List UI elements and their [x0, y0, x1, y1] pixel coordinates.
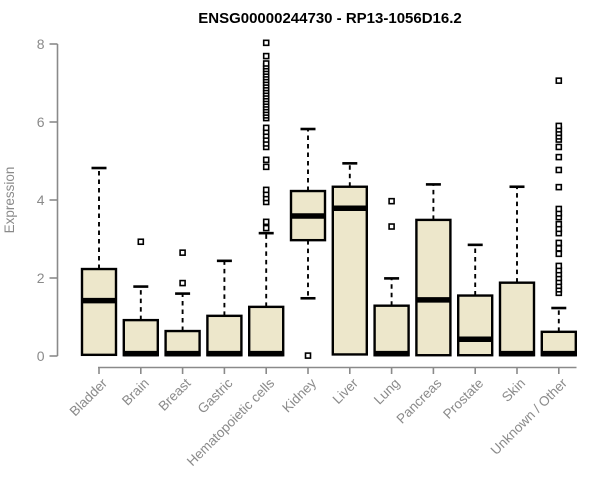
iqr-box — [206, 314, 243, 357]
x-tick-label-kidney: Kidney — [279, 375, 319, 415]
outlier-point — [137, 238, 145, 246]
iqr-box — [415, 218, 452, 357]
outlier-point — [388, 223, 395, 230]
boxplot-prostate — [457, 243, 494, 357]
outlier-point — [262, 163, 270, 171]
outlier-point — [555, 262, 563, 270]
x-tick-label-lung: Lung — [371, 376, 403, 408]
boxplot-lung — [373, 197, 410, 357]
boxplot-brain — [122, 238, 160, 357]
outlier-point — [262, 60, 270, 67]
outlier-point — [555, 122, 563, 130]
outlier-point — [555, 77, 563, 84]
x-tick-label-unknown-other: Unknown / Other — [488, 375, 571, 458]
boxplot-skin — [498, 185, 536, 357]
x-tick-label-prostate: Prostate — [440, 376, 486, 422]
iqr-box — [122, 318, 160, 357]
outlier-point — [179, 249, 186, 256]
iqr-box — [498, 281, 536, 357]
outlier-point — [555, 205, 563, 213]
outlier-point — [262, 39, 270, 47]
y-axis: 0 2 4 6 8 — [37, 36, 59, 364]
outlier-point — [262, 186, 270, 194]
boxplot-unknown-other — [540, 77, 577, 357]
x-tick-label-brain: Brain — [119, 376, 152, 409]
outlier-point — [555, 250, 563, 258]
outlier-point — [304, 352, 312, 359]
x-tick-label-skin: Skin — [499, 376, 528, 405]
iqr-box — [247, 305, 285, 357]
outlier-point — [262, 218, 270, 226]
boxplot-hematopoietic-cells — [247, 39, 285, 357]
x-tick-label-liver: Liver — [330, 375, 362, 407]
x-tick-label-bladder: Bladder — [67, 375, 111, 419]
iqr-box — [80, 267, 118, 357]
iqr-box — [373, 304, 410, 357]
boxplot-breast — [164, 249, 201, 357]
y-axis-label: Expression — [2, 167, 17, 234]
outlier-point — [555, 143, 563, 151]
outlier-point — [262, 156, 270, 164]
boxplot-liver — [331, 162, 368, 356]
iqr-box — [331, 185, 368, 356]
outlier-point — [262, 52, 270, 60]
boxplot-bladder — [80, 166, 118, 357]
plot-area — [80, 39, 577, 359]
y-tick-label: 2 — [37, 270, 45, 286]
boxplot-pancreas — [415, 183, 452, 357]
x-tick-label-breast: Breast — [156, 375, 194, 413]
iqr-box — [457, 294, 494, 357]
outlier-point — [388, 197, 395, 205]
outlier-point — [179, 279, 186, 287]
y-tick-label: 8 — [37, 36, 45, 52]
x-tick-label-pancreas: Pancreas — [394, 375, 445, 426]
outlier-point — [555, 166, 563, 174]
outlier-point — [555, 220, 563, 228]
outlier-point — [555, 183, 563, 191]
x-tick-label-gastric: Gastric — [195, 375, 236, 416]
outlier-point — [262, 224, 270, 232]
y-tick-label: 0 — [37, 348, 45, 364]
outlier-point — [555, 245, 563, 252]
boxplot-gastric — [206, 259, 243, 357]
y-tick-label: 6 — [37, 114, 45, 130]
boxplot-kidney — [289, 127, 327, 359]
chart-title: ENSG00000244730 - RP13-1056D16.2 — [198, 10, 462, 27]
outlier-point — [555, 239, 563, 247]
outlier-point — [262, 124, 270, 132]
outlier-point — [555, 153, 563, 161]
y-tick-label: 4 — [37, 192, 45, 208]
